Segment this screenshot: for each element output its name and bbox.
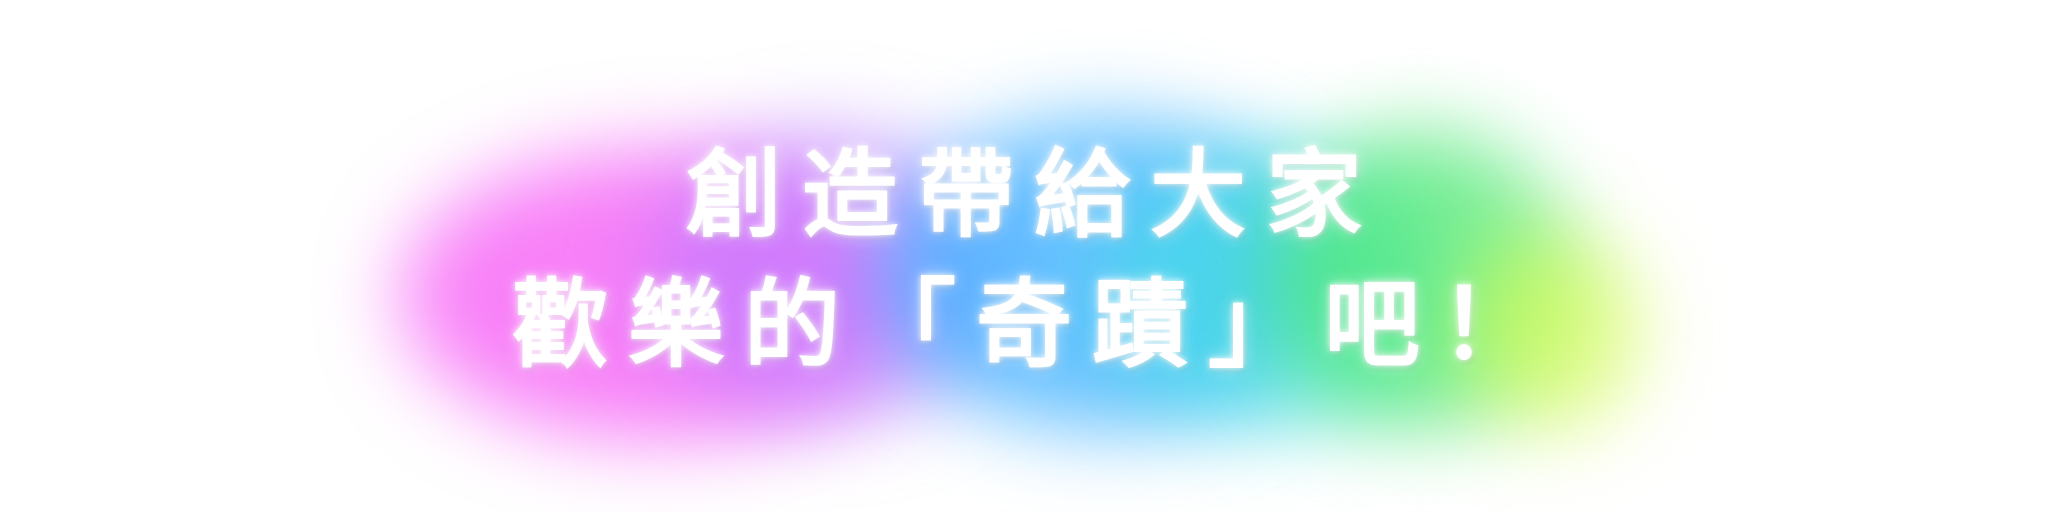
headline: 創造帶給大家 歡樂的「奇蹟」吧！ [0, 130, 2048, 390]
headline-line-2: 歡樂的「奇蹟」吧！ [512, 269, 1556, 381]
headline-line-1: 創造帶給大家 [686, 139, 1382, 251]
